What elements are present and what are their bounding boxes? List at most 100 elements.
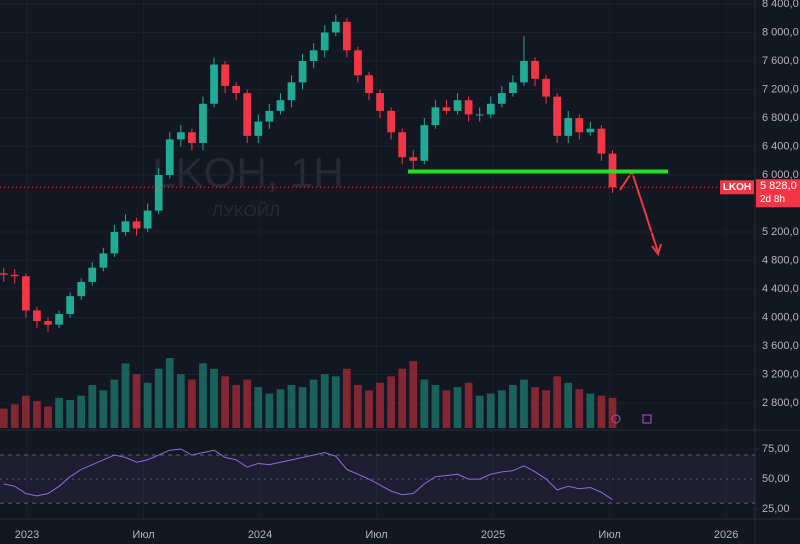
y-tick-label: 4 400,0 (762, 283, 799, 295)
candle-body (475, 114, 484, 116)
volume-bar (320, 374, 329, 428)
rsi-tick-label: 25,00 (762, 503, 790, 515)
price-tag (756, 179, 800, 208)
x-tick-label: 2023 (15, 529, 39, 541)
y-tick-label: 8 400,0 (762, 0, 799, 10)
candle-body (243, 93, 252, 136)
candle-body (88, 267, 97, 282)
candle-body (265, 110, 274, 122)
x-tick-label: Июл (365, 529, 387, 541)
x-tick-label: Июл (598, 529, 620, 541)
volume-bar (199, 363, 207, 428)
symbol-label: LKOH (723, 182, 751, 193)
volume-bar (497, 390, 506, 428)
volume-bar (143, 382, 152, 428)
volume-bar (132, 374, 141, 428)
volume-bar (354, 384, 362, 428)
countdown-label: 2d 8h (760, 194, 785, 205)
volume-bar (542, 390, 550, 428)
y-tick-label: 6 800,0 (762, 112, 799, 124)
candle-body (453, 100, 462, 111)
candle-body (0, 273, 8, 275)
y-tick-label: 3 200,0 (762, 368, 799, 380)
price-label: 5 828,0 (760, 180, 797, 192)
x-tick-label: 2024 (248, 529, 272, 541)
volume-bar (121, 363, 130, 428)
volume-bar (365, 390, 373, 428)
y-tick-label: 8 000,0 (762, 26, 799, 38)
candle-body (232, 85, 241, 94)
candle-body (442, 107, 451, 111)
candle-body (188, 132, 196, 143)
candle-body (575, 118, 584, 133)
rsi-tick-label: 75,00 (762, 443, 790, 455)
x-tick-label: Июл (132, 529, 154, 541)
candle-body (553, 96, 562, 136)
volume-bar (254, 387, 263, 428)
volume-bar (608, 397, 617, 428)
volume-bar (210, 368, 218, 428)
candle-body (33, 310, 41, 322)
y-tick-label: 7 200,0 (762, 83, 799, 95)
candle-body (165, 139, 174, 176)
volume-bar (398, 368, 407, 428)
candle-body (55, 313, 63, 325)
candle-body (320, 32, 329, 51)
y-tick-label: 6 400,0 (762, 140, 799, 152)
candle-body (497, 93, 506, 104)
volume-bar (586, 393, 595, 428)
y-tick-label: 6 000,0 (762, 169, 799, 181)
volume-bar (564, 382, 573, 428)
event-icon[interactable] (642, 414, 652, 424)
candle-body (287, 82, 296, 101)
y-tick-label: 4 800,0 (762, 254, 799, 266)
candle-body (210, 64, 218, 104)
candle-body (331, 21, 340, 33)
candle-body (509, 82, 517, 94)
x-tick-label: 2025 (481, 529, 505, 541)
candle-body (77, 281, 86, 297)
volume-bar (154, 368, 163, 428)
volume-bar (486, 393, 495, 428)
y-tick-label: 3 600,0 (762, 340, 799, 352)
volume-bar (221, 376, 229, 428)
volume-bar (232, 384, 241, 428)
candle-body (199, 103, 207, 143)
candle-body (365, 75, 373, 94)
candle-body (531, 61, 539, 79)
candle-body (486, 103, 495, 115)
volume-bar (55, 397, 63, 428)
volume-bar (387, 376, 396, 428)
volume-bar (44, 406, 52, 428)
candle-body (221, 64, 229, 86)
candle-body (376, 93, 384, 111)
candle-body (21, 276, 30, 311)
candle-body (44, 321, 52, 325)
volume-bar (265, 393, 274, 428)
volume-bar (464, 382, 473, 428)
volume-bar (453, 387, 462, 428)
volume-bar (420, 379, 429, 428)
candle-body (464, 100, 473, 115)
rsi-tick-label: 50,00 (762, 473, 790, 485)
volume-bar (442, 390, 451, 428)
candle-body (10, 274, 19, 277)
volume-bar (10, 404, 19, 428)
volume-bar (99, 390, 108, 428)
volume-bar (597, 395, 606, 428)
volume-bar (110, 379, 119, 428)
arrow-head (651, 243, 662, 257)
volume-bar (298, 387, 307, 428)
volume-bar (309, 379, 318, 428)
y-tick-label: 2 800,0 (762, 397, 799, 409)
volume-bar (0, 408, 8, 428)
volume-bar (188, 379, 196, 428)
candle-body (542, 78, 550, 97)
volume-bar (520, 379, 528, 428)
candle-body (398, 132, 407, 158)
volume-bar (553, 376, 562, 428)
candle-body (132, 221, 141, 229)
rsi-band (0, 455, 755, 504)
